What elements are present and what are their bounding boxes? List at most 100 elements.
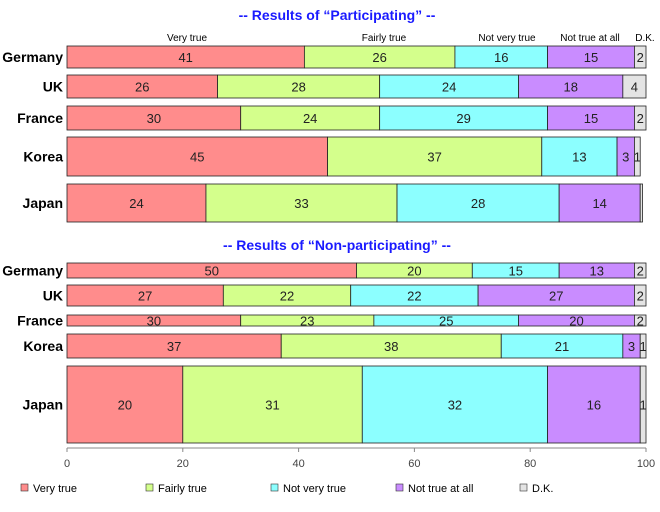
data-label: 3 bbox=[628, 339, 635, 354]
data-label: 28 bbox=[471, 196, 485, 211]
bar-segment bbox=[639, 183, 643, 223]
bar-segment bbox=[500, 333, 624, 359]
data-label: 50 bbox=[205, 264, 219, 279]
data-label: 13 bbox=[572, 150, 586, 165]
bar-segment bbox=[634, 262, 647, 279]
data-label: 1 bbox=[639, 398, 646, 413]
legend-label: Not very true bbox=[283, 483, 346, 495]
data-label: 25 bbox=[439, 314, 453, 329]
bar-segment bbox=[634, 45, 647, 69]
bar-segment bbox=[541, 136, 618, 177]
bar-segment bbox=[634, 105, 647, 131]
data-label: 16 bbox=[494, 50, 508, 65]
x-tick-label: 0 bbox=[64, 458, 70, 470]
bar-segment bbox=[280, 333, 502, 359]
legend-swatch bbox=[519, 483, 528, 492]
legend-swatch bbox=[395, 483, 404, 492]
data-label: 26 bbox=[372, 50, 386, 65]
data-label: 2 bbox=[637, 50, 644, 65]
column-label: Not very true bbox=[478, 33, 536, 44]
country-label: UK bbox=[43, 79, 63, 95]
data-label: 31 bbox=[265, 398, 279, 413]
bar-segment bbox=[634, 136, 641, 177]
data-label: 3 bbox=[622, 150, 629, 165]
data-label: 24 bbox=[442, 80, 456, 95]
data-label: 16 bbox=[587, 398, 601, 413]
legend-label: Very true bbox=[33, 483, 77, 495]
data-label: 27 bbox=[138, 289, 152, 304]
data-label: 1 bbox=[639, 339, 646, 354]
bar-segment bbox=[66, 365, 184, 444]
column-label: Very true bbox=[167, 33, 207, 44]
data-label: 20 bbox=[407, 264, 421, 279]
data-label: 4 bbox=[631, 80, 638, 95]
column-label: Not true at all bbox=[560, 33, 619, 44]
data-label: 13 bbox=[590, 264, 604, 279]
bar-segment bbox=[66, 333, 282, 359]
data-label: 24 bbox=[129, 196, 143, 211]
country-label: Germany bbox=[2, 49, 63, 65]
data-label: 29 bbox=[456, 111, 470, 126]
bar-segment bbox=[66, 105, 242, 131]
data-label: 27 bbox=[549, 289, 563, 304]
column-label: Fairly true bbox=[362, 33, 407, 44]
country-label: France bbox=[17, 110, 63, 126]
x-tick-label: 60 bbox=[408, 458, 420, 470]
country-label: Korea bbox=[23, 149, 63, 165]
country-label: Japan bbox=[23, 397, 63, 413]
data-label: 37 bbox=[167, 339, 181, 354]
bar-segment bbox=[634, 314, 647, 327]
data-label: 21 bbox=[555, 339, 569, 354]
x-tick-label: 80 bbox=[524, 458, 536, 470]
data-label: 41 bbox=[178, 50, 192, 65]
data-label: 28 bbox=[291, 80, 305, 95]
data-label: 2 bbox=[637, 314, 644, 329]
data-label: 30 bbox=[147, 111, 161, 126]
panel-title-1: -- Results of “Participating” -- bbox=[239, 7, 436, 23]
country-label: UK bbox=[43, 288, 63, 304]
data-label: 2 bbox=[637, 289, 644, 304]
x-tick-label: 40 bbox=[292, 458, 304, 470]
country-label: Germany bbox=[2, 263, 63, 279]
bar-segment bbox=[66, 183, 207, 223]
data-label: 37 bbox=[427, 150, 441, 165]
data-label: 24 bbox=[303, 111, 317, 126]
bar-segment bbox=[396, 183, 560, 223]
bar-segment bbox=[66, 136, 328, 177]
data-label: 15 bbox=[508, 264, 522, 279]
legend-swatch bbox=[20, 483, 29, 492]
data-label: 38 bbox=[384, 339, 398, 354]
data-label: 26 bbox=[135, 80, 149, 95]
bar-segment bbox=[205, 183, 398, 223]
bar-segment bbox=[182, 365, 363, 444]
country-label: France bbox=[17, 313, 63, 329]
bar-segment bbox=[547, 365, 641, 444]
data-label: 45 bbox=[190, 150, 204, 165]
country-label: Korea bbox=[23, 338, 63, 354]
bar-segment bbox=[361, 365, 548, 444]
data-label: 30 bbox=[147, 314, 161, 329]
data-label: 22 bbox=[280, 289, 294, 304]
data-label: 15 bbox=[584, 50, 598, 65]
x-tick-label: 100 bbox=[637, 458, 655, 470]
column-label: D.K. bbox=[635, 33, 654, 44]
data-label: 32 bbox=[448, 398, 462, 413]
data-label: 14 bbox=[592, 196, 606, 211]
bar-segment bbox=[639, 365, 647, 444]
data-label: 33 bbox=[294, 196, 308, 211]
data-label: 2 bbox=[637, 111, 644, 126]
data-label: 23 bbox=[300, 314, 314, 329]
legend-swatch bbox=[145, 483, 154, 492]
data-label: 22 bbox=[407, 289, 421, 304]
bar-segment bbox=[634, 284, 647, 307]
x-tick-label: 20 bbox=[177, 458, 189, 470]
data-label: 20 bbox=[118, 398, 132, 413]
data-label: 1 bbox=[634, 150, 641, 165]
bar-segment bbox=[639, 333, 647, 359]
bar-segment bbox=[547, 105, 635, 131]
bar-segment bbox=[558, 183, 641, 223]
legend-swatch bbox=[270, 483, 279, 492]
panel-title-2: -- Results of “Non-participating” -- bbox=[223, 237, 451, 253]
data-label: 20 bbox=[569, 314, 583, 329]
